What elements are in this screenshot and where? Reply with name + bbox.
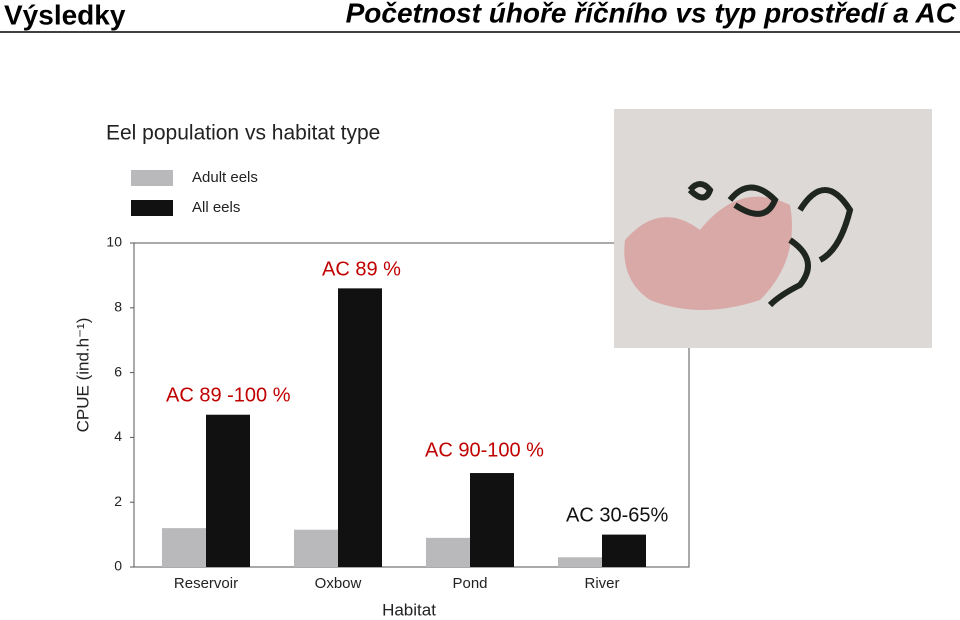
bar (558, 557, 602, 567)
annotation: AC 30-65% (566, 504, 668, 526)
y-tick-label: 8 (114, 299, 122, 315)
bar (426, 537, 470, 567)
annotation: AC 89 % (322, 258, 401, 280)
legend-label: Adult eels (192, 169, 258, 186)
x-axis-label: Habitat (382, 600, 436, 619)
slide-subtitle: Početnost úhoře říčního vs typ prostředí… (346, 0, 957, 28)
plot: 0 2 4 6 8 10 Reservoir Oxbow Pond River Adult eels… (106, 169, 668, 592)
y-tick-label: 6 (114, 363, 122, 379)
chart-title: Eel population vs habitat type (106, 122, 380, 145)
photo-tissue (624, 196, 792, 310)
annotation: AC 89 -100 % (166, 384, 291, 406)
photo (614, 109, 932, 348)
x-tick-label: Oxbow (315, 575, 362, 592)
y-tick-label: 4 (114, 428, 122, 444)
bar (162, 528, 206, 567)
x-tick-label: Reservoir (174, 575, 238, 592)
y-tick-label: 0 (114, 558, 122, 574)
slide-title: Výsledky (4, 0, 126, 30)
legend-swatch (131, 170, 173, 186)
bar (206, 414, 250, 567)
photo-eels (687, 181, 854, 308)
y-tick-label: 10 (106, 234, 122, 250)
x-tick-label: Pond (452, 575, 487, 592)
bar (602, 534, 646, 567)
bar (338, 288, 382, 567)
legend-swatch (131, 200, 173, 216)
y-axis-label: CPUE (ind.h⁻¹) (73, 318, 92, 433)
annotation: AC 90-100 % (425, 439, 544, 461)
legend-label: All eels (192, 199, 240, 216)
bar (470, 473, 514, 567)
x-tick-label: River (584, 575, 619, 592)
y-tick-label: 2 (114, 493, 122, 509)
bar (294, 529, 338, 567)
plot-frame (133, 242, 690, 568)
